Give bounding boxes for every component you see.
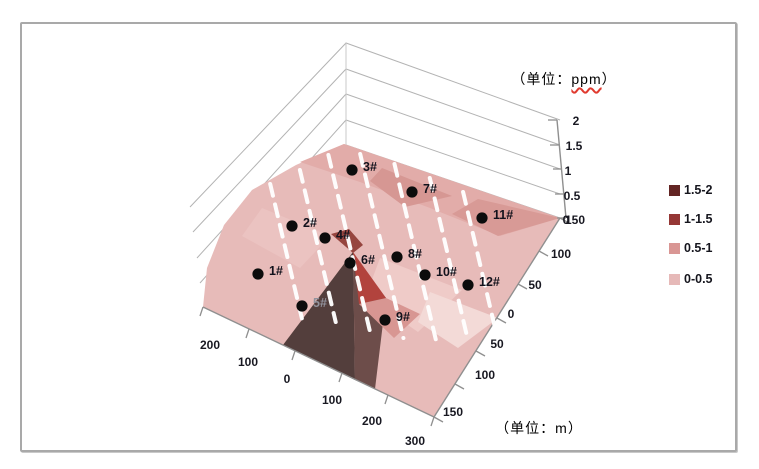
x-axis-tick [338,372,343,383]
station-marker-9 [379,314,391,326]
x-axis-line [202,306,435,418]
surface-sheet [203,144,560,417]
dashed-guide-line [268,182,305,324]
x-axis-tick [245,328,250,339]
depth-axis-tick [517,283,528,290]
station-marker-1 [252,268,264,280]
station-markers [252,164,488,326]
surface-dashed-lines [268,152,499,342]
station-marker-3 [346,164,358,176]
depth-axis-tick [559,217,570,224]
station-marker-6 [344,257,356,269]
station-marker-12 [462,279,474,291]
station-marker-4 [319,232,331,244]
station-marker-7 [406,186,418,198]
axis-ticks [199,119,570,427]
depth-axis-tick [433,416,444,423]
dashed-guide-line [392,162,438,342]
dashed-guide-line [358,152,406,340]
station-marker-10 [419,269,431,281]
dashed-guide-line [326,153,372,332]
depth-axis-tick [454,383,465,390]
station-marker-5 [296,300,308,312]
dashed-guide-line [461,190,499,337]
depth-axis-tick [496,317,507,324]
station-marker-11 [476,212,488,224]
x-axis-tick [430,416,435,427]
x-axis-tick [199,306,204,317]
station-marker-8 [391,251,403,263]
dashed-guide-line [297,168,338,324]
dashed-guide-line [427,176,470,342]
x-axis-tick [384,394,389,405]
x-axis-tick [291,350,296,361]
depth-axis-tick [538,250,549,257]
station-marker-2 [286,220,298,232]
depth-axis-tick [475,350,486,357]
